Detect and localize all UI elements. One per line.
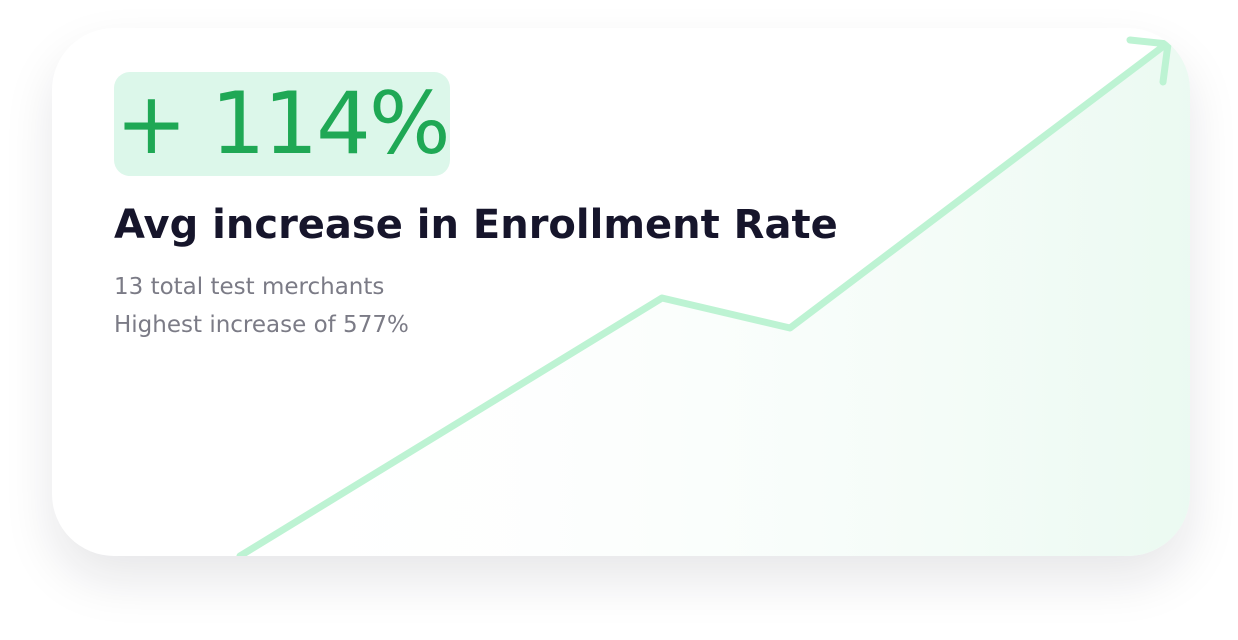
trend-line [236,41,1169,556]
card-title: Avg increase in Enrollment Rate [114,202,838,248]
trend-area [240,45,1190,556]
trend-arrowhead [1126,36,1172,86]
stat-value: + 114% [115,74,450,174]
detail-line: Highest increase of 577% [114,312,409,338]
detail-line: 13 total test merchants [114,274,385,300]
trend-decoration [236,36,1190,556]
stat-badge: + 114% [114,72,451,176]
stat-card: + 114% Avg increase in Enrollment Rate 1… [52,28,1190,556]
